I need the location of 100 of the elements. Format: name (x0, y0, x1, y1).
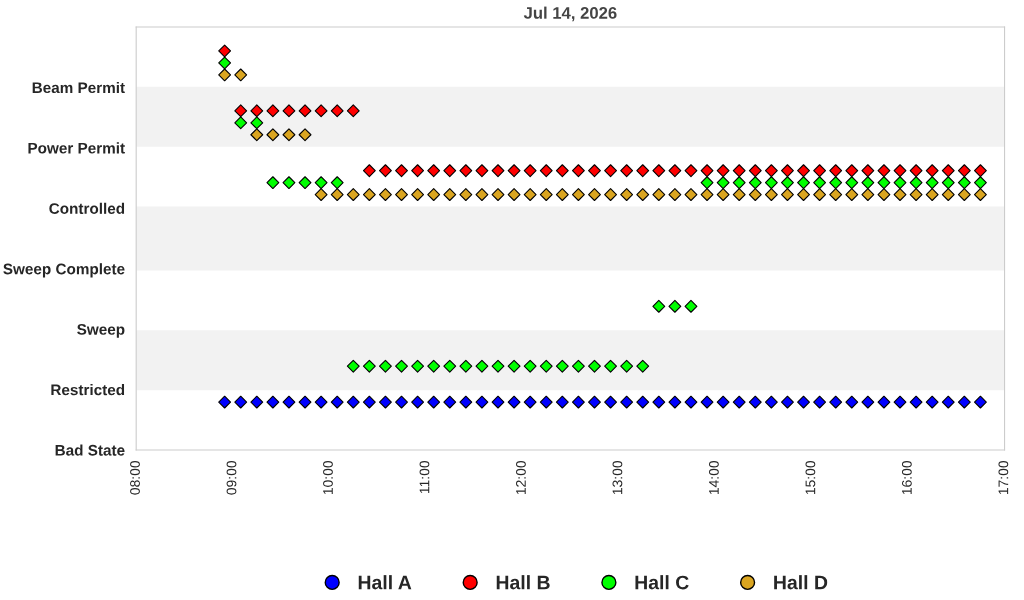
point (813, 395, 827, 409)
point (973, 188, 987, 202)
point (282, 395, 296, 409)
point (443, 359, 457, 373)
point (941, 395, 955, 409)
point (620, 164, 634, 178)
legend-label: Hall D (774, 575, 828, 590)
point (781, 176, 794, 190)
x-tick-label: 15:00 (805, 460, 816, 495)
point (668, 395, 682, 409)
point (893, 395, 907, 409)
x-tick-label: 16:00 (901, 460, 912, 495)
point (282, 128, 296, 142)
point (330, 395, 344, 409)
point (716, 395, 730, 409)
point (973, 176, 987, 190)
point (636, 164, 650, 178)
point (925, 395, 939, 409)
point (652, 299, 666, 313)
point (829, 188, 843, 202)
point (748, 395, 762, 409)
point (298, 128, 312, 142)
point (443, 188, 457, 202)
point (378, 164, 392, 178)
point (829, 164, 843, 178)
point (957, 188, 971, 202)
point (298, 395, 312, 409)
point (346, 188, 360, 202)
point (346, 359, 360, 373)
point (748, 164, 762, 178)
category-label: Sweep Complete (3, 263, 125, 278)
point (684, 395, 698, 409)
x-tick-label: 08:00 (130, 460, 140, 495)
point (266, 176, 280, 190)
point (234, 116, 248, 130)
point (861, 395, 875, 409)
point (732, 164, 746, 178)
point (877, 164, 891, 178)
point (571, 164, 585, 178)
point (507, 188, 521, 202)
point (652, 395, 666, 409)
point (282, 104, 296, 118)
x-tick-label: 09:00 (226, 460, 237, 495)
point (250, 128, 264, 142)
legend-label: Hall C (635, 575, 689, 590)
point (973, 164, 987, 178)
point (764, 188, 778, 202)
point (604, 359, 618, 373)
point (588, 188, 601, 202)
point (684, 164, 698, 178)
point (604, 164, 618, 178)
legend-label: Hall B (496, 575, 550, 590)
point (909, 395, 923, 409)
point (475, 188, 489, 202)
point (555, 395, 569, 409)
point (716, 176, 730, 190)
point (427, 359, 441, 373)
point (684, 299, 698, 313)
point (282, 176, 296, 190)
point (668, 164, 682, 178)
point (330, 104, 344, 118)
point (395, 359, 408, 373)
point (652, 188, 666, 202)
point (523, 395, 537, 409)
point (539, 359, 553, 373)
point (813, 164, 827, 178)
point (491, 164, 505, 178)
point (716, 188, 730, 202)
point (845, 164, 859, 178)
point (314, 176, 328, 190)
x-tick-label: 14:00 (708, 460, 719, 495)
point (588, 164, 601, 178)
point (829, 176, 843, 190)
point (925, 176, 939, 190)
point (362, 395, 376, 409)
point (973, 395, 987, 409)
point (507, 395, 521, 409)
point (909, 164, 923, 178)
point (748, 188, 762, 202)
point (266, 395, 280, 409)
point (636, 359, 650, 373)
point (491, 395, 505, 409)
point (604, 188, 618, 202)
point (845, 395, 859, 409)
point (314, 188, 328, 202)
point (668, 299, 682, 313)
point (459, 164, 473, 178)
point (797, 164, 810, 178)
point (443, 395, 457, 409)
point (732, 395, 746, 409)
point (748, 176, 762, 190)
point (411, 395, 425, 409)
point (459, 359, 473, 373)
category-label: Power Permit (28, 142, 125, 154)
point (395, 395, 408, 409)
point (411, 164, 425, 178)
point (732, 188, 746, 202)
point (234, 68, 248, 82)
point (764, 395, 778, 409)
point (620, 359, 634, 373)
